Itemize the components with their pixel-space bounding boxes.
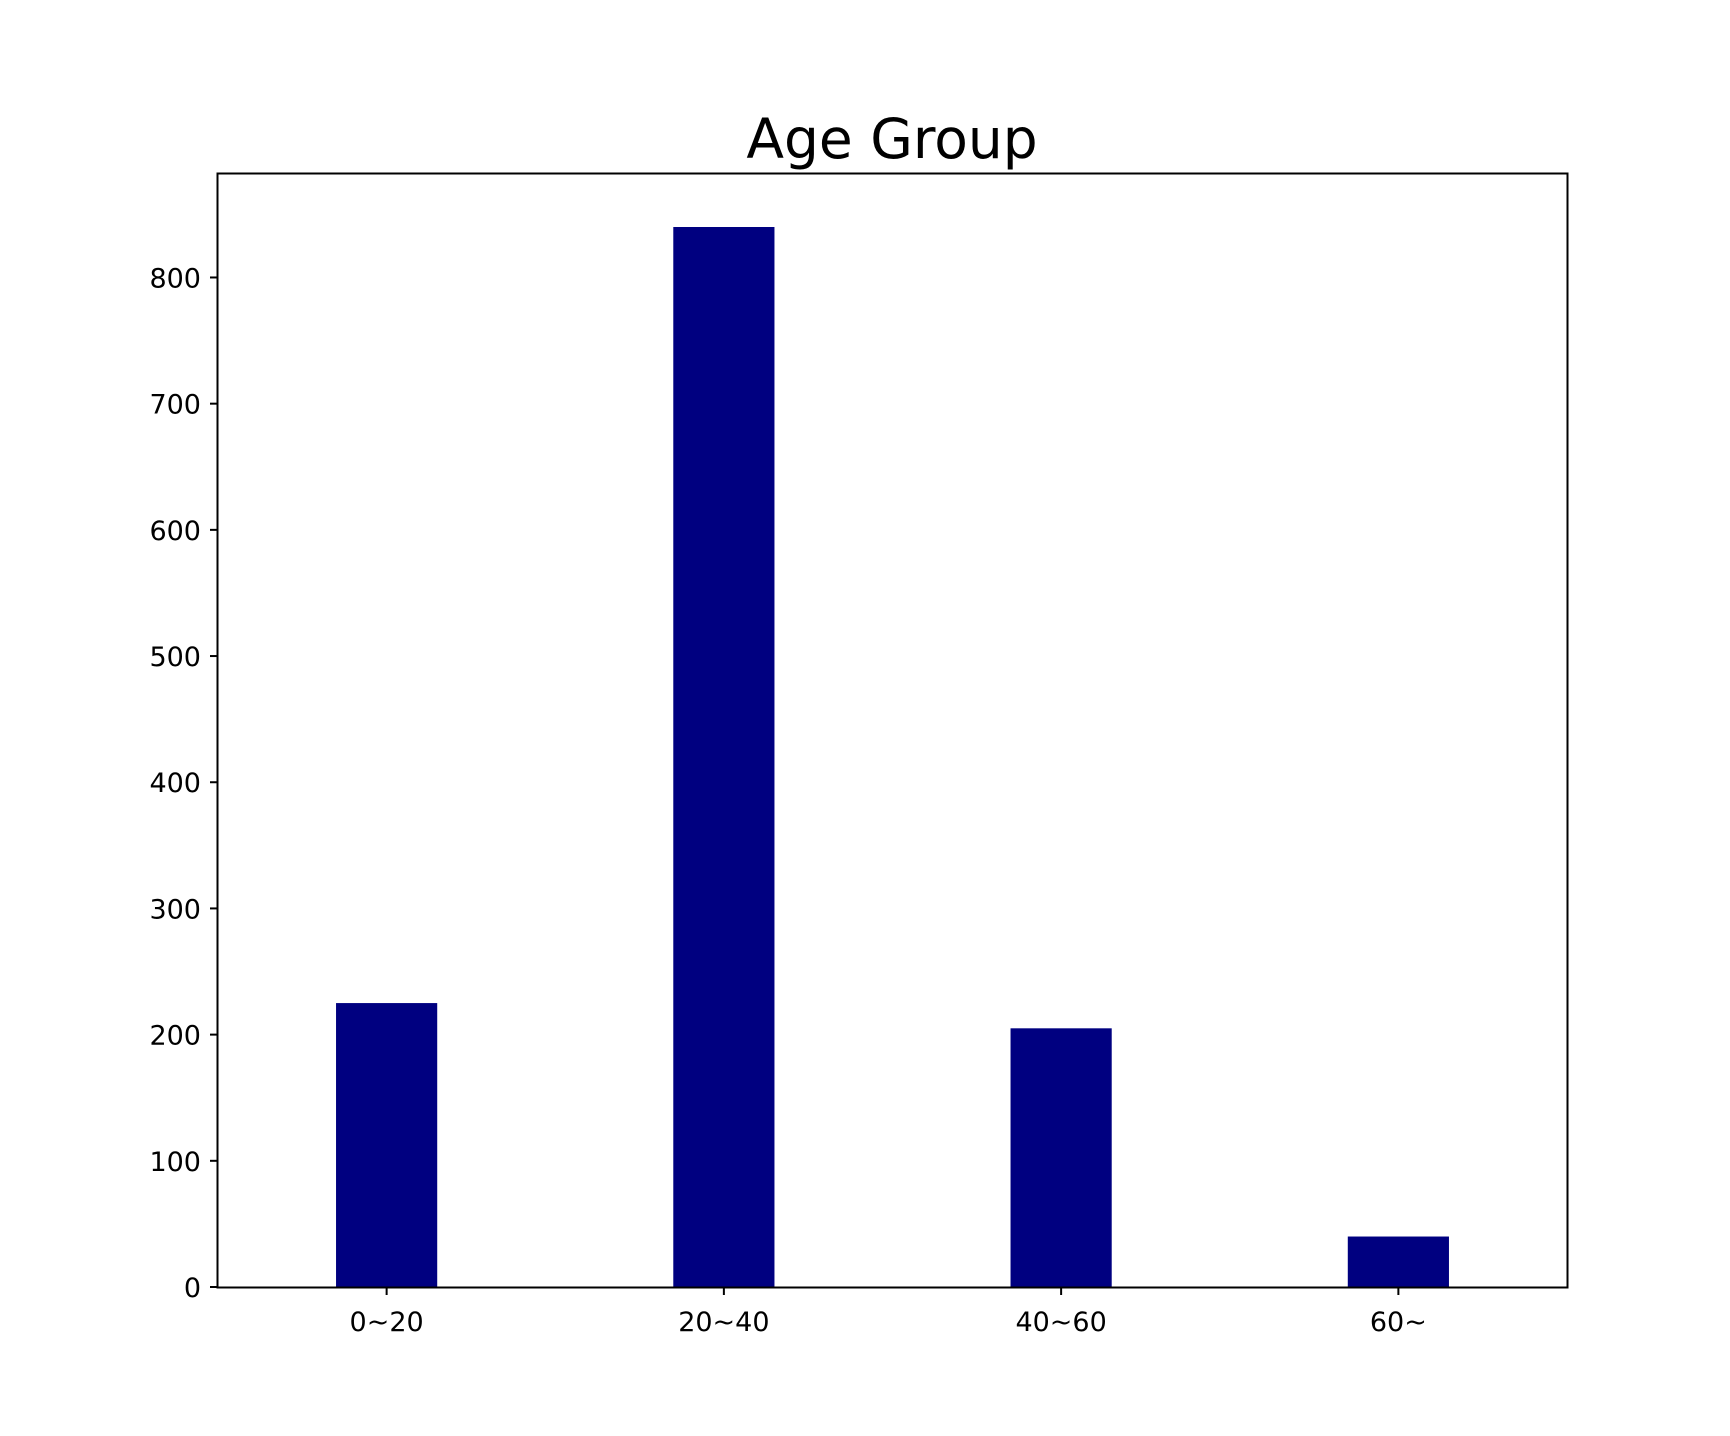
y-axis: 0 100 200 300 400 500 600 700 800 [149, 263, 218, 1304]
y-tick-label-6: 600 [149, 516, 201, 547]
bar-0 [336, 1003, 438, 1287]
bar-3 [1347, 1236, 1449, 1287]
y-tick-label-7: 700 [149, 390, 201, 421]
y-tick-label-1: 100 [149, 1147, 201, 1178]
bars-layer [336, 227, 1449, 1287]
y-tick-label-5: 500 [149, 642, 201, 673]
x-tick-label-1: 20~40 [678, 1307, 769, 1338]
chart-title: Age Group [746, 107, 1037, 171]
x-tick-label-3: 60~ [1370, 1307, 1427, 1338]
x-tick-label-0: 0~20 [350, 1307, 424, 1338]
y-tick-label-2: 200 [149, 1021, 201, 1052]
y-tick-label-8: 800 [149, 263, 201, 294]
bar-1 [673, 227, 775, 1287]
y-tick-label-4: 400 [149, 768, 201, 799]
bar-2 [1010, 1028, 1112, 1287]
x-axis: 0~20 20~40 40~60 60~ [350, 1287, 1427, 1338]
x-tick-label-2: 40~60 [1015, 1307, 1106, 1338]
y-tick-label-0: 0 [184, 1273, 201, 1304]
plot-frame [216, 172, 1569, 1289]
y-tick-label-3: 300 [149, 894, 201, 925]
